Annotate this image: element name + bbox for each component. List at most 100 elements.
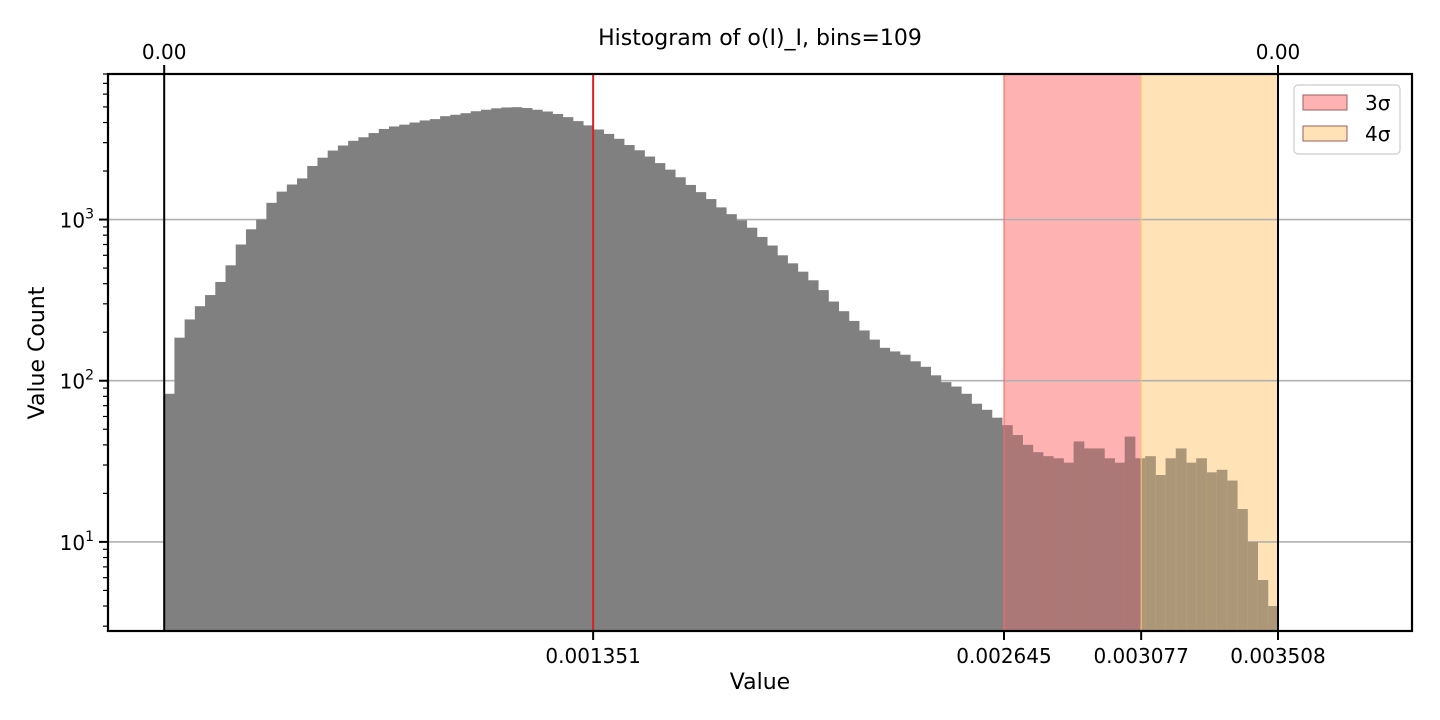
histogram-bar-band-tint	[1004, 425, 1013, 631]
histogram-bar	[767, 245, 778, 631]
histogram-bar-band-tint	[1134, 458, 1142, 631]
histogram-bar	[460, 113, 472, 631]
histogram-bar-band-tint	[1145, 456, 1156, 631]
histogram-bar	[327, 150, 339, 631]
histogram-bar-band-tint	[1226, 480, 1238, 631]
histogram-bar	[603, 133, 615, 631]
histogram-bar	[205, 295, 216, 631]
histogram-bar	[981, 409, 993, 631]
legend-swatch-4sigma	[1302, 125, 1348, 142]
histogram-bar	[1145, 456, 1156, 631]
histogram-bar	[613, 138, 625, 632]
histogram-bar	[1155, 475, 1167, 631]
histogram-bar	[450, 114, 461, 631]
histogram-bar	[1196, 458, 1207, 631]
histogram-bar	[889, 351, 901, 631]
histogram-bar	[532, 109, 543, 631]
x-axis-label: Value	[730, 670, 790, 695]
histogram-bar	[828, 301, 840, 631]
histogram-bar	[194, 306, 206, 631]
histogram-bar-band-tint	[1237, 508, 1248, 631]
histogram-bar	[940, 382, 952, 631]
histogram-bar	[1032, 452, 1044, 631]
histogram-bar	[715, 207, 727, 631]
x-tick-label: 0.003508	[1230, 644, 1325, 668]
top-tick-label: 0.00	[142, 40, 187, 64]
y-tick-label: 103	[60, 207, 94, 233]
histogram-bar	[899, 354, 911, 631]
histogram-bar	[675, 177, 686, 631]
histogram-bar-band-tint	[1022, 444, 1034, 631]
histogram-bar	[337, 145, 349, 631]
histogram-bar	[1165, 458, 1177, 631]
histogram-bar	[961, 393, 972, 631]
histogram-bar	[593, 129, 604, 631]
histogram-bar-band-tint	[1186, 462, 1197, 631]
histogram-bar	[869, 339, 880, 631]
histogram-bar	[348, 140, 359, 631]
histogram-bar	[859, 330, 870, 631]
plot-frame	[106, 72, 1414, 633]
histogram-bar	[1226, 480, 1238, 631]
top-tick-label: 0.00	[1256, 40, 1301, 64]
histogram-bar	[807, 280, 819, 631]
histogram-bar	[685, 184, 696, 631]
histogram-bar	[787, 263, 799, 631]
histogram-bar	[276, 191, 288, 632]
histogram-bar	[726, 214, 737, 631]
histogram-bar-band-tint	[1104, 458, 1115, 631]
y-tick-label: 102	[60, 368, 94, 394]
histogram-bar-band-tint	[1053, 458, 1064, 631]
histogram-bar	[368, 133, 380, 631]
histogram-bar-band-tint	[1083, 448, 1095, 631]
histogram-bar	[174, 337, 186, 631]
histogram-bar-band-tint	[1206, 472, 1218, 631]
histogram-bar	[624, 145, 635, 631]
histogram-bar	[879, 347, 891, 631]
histogram-bar	[419, 120, 431, 632]
histogram-bar-band-tint	[1124, 436, 1136, 631]
histogram-bar	[920, 366, 931, 631]
histogram-bar	[235, 244, 247, 631]
histogram-bar	[1104, 458, 1115, 631]
histogram-bar	[1083, 448, 1095, 631]
histogram-bar	[440, 116, 451, 632]
x-tick-label: 0.001351	[545, 644, 640, 668]
histogram-bar-band-tint	[1267, 606, 1279, 631]
histogram-bar	[215, 281, 226, 631]
histogram-bar	[1022, 444, 1034, 631]
histogram-bar	[1186, 462, 1197, 631]
histogram-bar	[1247, 541, 1258, 631]
histogram-bar	[644, 156, 656, 631]
axes: 0.001351 0.002645 0.003077 0.003508 0.00 0.00…	[60, 40, 1414, 668]
histogram-bar	[1134, 458, 1146, 631]
histogram-bar	[389, 126, 400, 632]
histogram-bar	[1073, 441, 1085, 631]
histogram-bar	[654, 163, 666, 632]
histogram-bar-band-tint	[1063, 462, 1074, 631]
x-tick-label: 0.002645	[956, 644, 1051, 668]
histogram-bar	[756, 236, 768, 631]
histogram-bar-band-tint	[1196, 458, 1207, 631]
histogram-bar	[491, 108, 502, 632]
histogram-bar	[705, 199, 717, 631]
histogram-bar	[266, 202, 278, 631]
histogram-bar	[378, 128, 390, 631]
legend-swatch-3sigma	[1302, 94, 1348, 111]
histogram-bar	[429, 119, 441, 631]
histogram-bar-band-tint	[1257, 580, 1269, 631]
histogram-bar	[1012, 435, 1023, 631]
histogram-bar	[164, 393, 175, 631]
histogram-bar	[562, 117, 574, 631]
histogram-bar	[746, 227, 758, 631]
histogram-bar-band-tint	[1175, 448, 1187, 631]
histogram-bar	[1237, 508, 1248, 631]
histogram-bar	[797, 271, 809, 631]
histogram-bar	[470, 111, 482, 632]
histogram-bar	[245, 229, 257, 631]
histogram-bar	[910, 361, 921, 631]
histogram-bar	[399, 124, 410, 631]
histogram-bar-band-tint	[1012, 435, 1023, 631]
histogram-bar-band-tint	[1042, 456, 1054, 631]
